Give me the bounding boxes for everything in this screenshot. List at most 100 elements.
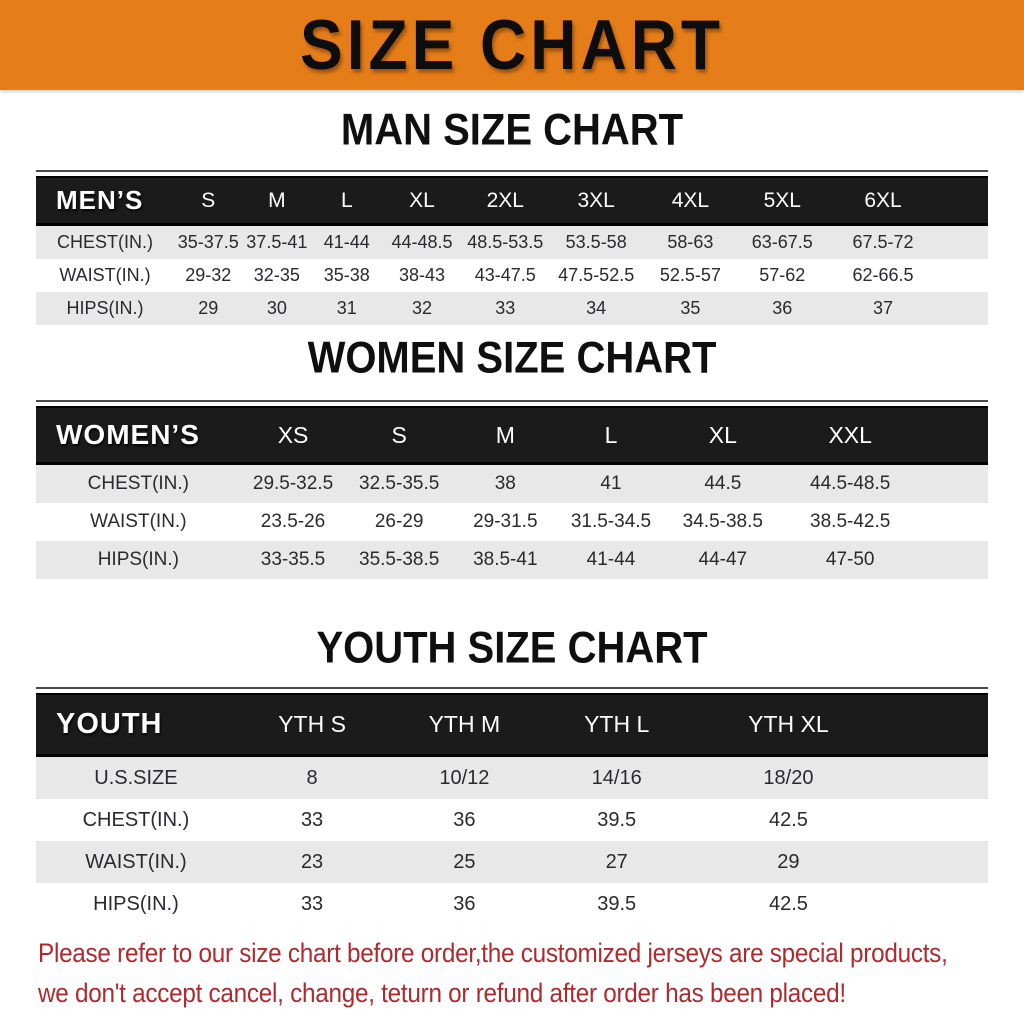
youth-section-heading: YOUTH SIZE CHART — [316, 623, 708, 673]
size-value-cell: 44-48.5 — [382, 224, 462, 259]
size-value-cell: 38.5-41 — [452, 541, 558, 579]
size-column-header: L — [311, 176, 383, 226]
size-value-cell: 47-50 — [781, 541, 988, 579]
size-value-cell: 47.5-52.5 — [549, 259, 644, 292]
size-value-cell: 42.5 — [692, 799, 988, 841]
table-row: HIPS(IN.) 33-35.5 35.5-38.5 38.5-41 41-44 44-… — [36, 541, 988, 579]
row-label-cell: U.S.SIZE — [36, 755, 236, 799]
size-value-cell: 23 — [235, 841, 389, 883]
row-label-cell: HIPS(IN.) — [36, 883, 236, 925]
size-value-cell: 35-37.5 — [174, 224, 243, 259]
size-value-cell: 44.5 — [664, 463, 782, 503]
row-label-cell: CHEST(IN.) — [36, 463, 241, 503]
size-column-header: XXL — [781, 406, 988, 465]
size-value-cell: 67.5-72 — [827, 224, 988, 259]
size-value-cell: 31 — [311, 292, 383, 325]
size-column-header: XL — [382, 176, 462, 226]
size-value-cell: 18/20 — [692, 755, 988, 799]
table-row: U.S.SIZE 8 10/12 14/16 18/20 — [36, 755, 988, 799]
size-value-cell: 32 — [382, 292, 462, 325]
size-column-header: YTH S — [235, 693, 389, 757]
notice-line-1: Please refer to our size chart before or… — [38, 938, 948, 968]
size-column-header: YTH XL — [692, 693, 988, 757]
size-column-header: S — [174, 176, 243, 226]
womens-size-table-grid: WOMEN’S XS S M L XL XXL CHEST(IN.) 29.5-32.5 32.5… — [36, 406, 988, 579]
table-row: CHEST(IN.) 33 36 39.5 42.5 — [36, 799, 988, 841]
size-value-cell: 38 — [452, 463, 558, 503]
man-section-heading: MAN SIZE CHART — [340, 105, 684, 155]
size-value-cell: 34 — [549, 292, 644, 325]
youth-size-table: YOUTH YTH S YTH M YTH L YTH XL U.S.SIZE 8 10/12… — [36, 687, 988, 925]
size-value-cell: 43-47.5 — [461, 259, 550, 292]
women-section-heading: WOMEN SIZE CHART — [307, 333, 717, 383]
size-value-cell: 38-43 — [382, 259, 462, 292]
size-value-cell: 44.5-48.5 — [781, 463, 988, 503]
size-value-cell: 29.5-32.5 — [240, 463, 346, 503]
size-value-cell: 53.5-58 — [549, 224, 644, 259]
size-value-cell: 29 — [692, 841, 988, 883]
size-column-header: M — [452, 406, 558, 465]
size-value-cell: 44-47 — [664, 541, 782, 579]
size-value-cell: 14/16 — [540, 755, 693, 799]
row-label-cell: HIPS(IN.) — [36, 541, 241, 579]
size-header-row: WOMEN’S XS S M L XL XXL — [36, 406, 988, 465]
size-value-cell: 48.5-53.5 — [461, 224, 550, 259]
size-value-cell: 58-63 — [643, 224, 738, 259]
size-value-cell: 41-44 — [311, 224, 383, 259]
table-row: HIPS(IN.) 29 30 31 32 33 34 35 36 37 — [36, 292, 988, 325]
row-label-cell: WAIST(IN.) — [36, 259, 175, 292]
size-value-cell: 36 — [737, 292, 828, 325]
size-value-cell: 37.5-41 — [242, 224, 312, 259]
size-value-cell: 35 — [643, 292, 738, 325]
size-value-cell: 35-38 — [311, 259, 383, 292]
size-header-row: YOUTH YTH S YTH M YTH L YTH XL — [36, 693, 988, 757]
table-row: WAIST(IN.) 23 25 27 29 — [36, 841, 988, 883]
size-value-cell: 33 — [235, 883, 389, 925]
size-value-cell: 23.5-26 — [240, 503, 346, 541]
size-value-cell: 33 — [461, 292, 550, 325]
row-label-cell: CHEST(IN.) — [36, 799, 236, 841]
size-value-cell: 36 — [388, 883, 541, 925]
size-value-cell: 38.5-42.5 — [781, 503, 988, 541]
size-column-header: M — [242, 176, 312, 226]
order-notice: Please refer to our size chart before or… — [38, 933, 1018, 1013]
table-row: WAIST(IN.) 23.5-26 26-29 29-31.5 31.5-34.5 34… — [36, 503, 988, 541]
size-column-header: YTH L — [540, 693, 693, 757]
youth-size-table-grid: YOUTH YTH S YTH M YTH L YTH XL U.S.SIZE 8 10/12… — [36, 693, 988, 925]
size-value-cell: 26-29 — [345, 503, 453, 541]
size-value-cell: 10/12 — [388, 755, 541, 799]
size-value-cell: 29-32 — [174, 259, 243, 292]
size-value-cell: 8 — [235, 755, 389, 799]
size-value-cell: 29 — [174, 292, 243, 325]
size-value-cell: 29-31.5 — [452, 503, 558, 541]
size-value-cell: 33 — [235, 799, 389, 841]
size-column-header: XS — [240, 406, 346, 465]
size-value-cell: 41-44 — [557, 541, 665, 579]
size-value-cell: 62-66.5 — [827, 259, 988, 292]
table-row: WAIST(IN.) 29-32 32-35 35-38 38-43 43-47.5 47.… — [36, 259, 988, 292]
size-column-header: S — [345, 406, 453, 465]
womens-size-table: WOMEN’S XS S M L XL XXL CHEST(IN.) 29.5-32.5 32.5… — [36, 400, 988, 579]
size-value-cell: 57-62 — [737, 259, 828, 292]
size-column-header: 6XL — [827, 176, 988, 226]
table-row: CHEST(IN.) 29.5-32.5 32.5-35.5 38 41 44.5 44.5… — [36, 463, 988, 503]
table-title-cell: YOUTH — [36, 693, 236, 757]
size-column-header: 2XL — [461, 176, 550, 226]
mens-size-table-grid: MEN’S S M L XL 2XL 3XL 4XL 5XL 6XL CHEST(IN.) 35-37… — [36, 176, 988, 325]
size-value-cell: 32.5-35.5 — [345, 463, 453, 503]
size-value-cell: 42.5 — [692, 883, 988, 925]
size-column-header: 4XL — [643, 176, 738, 226]
table-row: HIPS(IN.) 33 36 39.5 42.5 — [36, 883, 988, 925]
size-value-cell: 34.5-38.5 — [664, 503, 782, 541]
size-value-cell: 37 — [827, 292, 988, 325]
size-value-cell: 27 — [540, 841, 693, 883]
size-column-header: 3XL — [549, 176, 644, 226]
size-column-header: XL — [664, 406, 782, 465]
size-value-cell: 31.5-34.5 — [557, 503, 665, 541]
row-label-cell: WAIST(IN.) — [36, 503, 241, 541]
notice-line-2: we don't accept cancel, change, teturn o… — [38, 978, 846, 1008]
size-value-cell: 25 — [388, 841, 541, 883]
size-column-header: YTH M — [388, 693, 541, 757]
size-value-cell: 30 — [242, 292, 312, 325]
